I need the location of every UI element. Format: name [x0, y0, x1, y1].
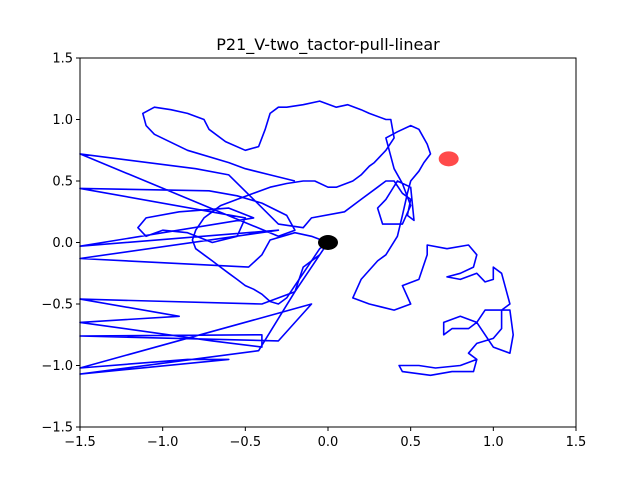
y-tick-label: 0.0: [52, 236, 73, 251]
x-tick-label: 1.5: [566, 435, 587, 450]
x-tick-label: 0.0: [318, 435, 339, 450]
target-marker: [438, 151, 459, 167]
trajectory-line: [79, 124, 515, 377]
y-tick-label: −0.5: [41, 298, 73, 313]
x-tick-label: 0.5: [400, 435, 421, 450]
x-tick-label: −1.0: [147, 435, 179, 450]
trajectory-line: [79, 242, 329, 375]
start-marker: [318, 235, 338, 250]
chart-title: P21_V-two_tactor-pull-linear: [216, 35, 440, 55]
y-tick-label: −1.5: [41, 421, 73, 436]
tick-layer: −1.5 −1.0 −0.5 0.0 0.5 1.0 1.5 −1.5 −1.0 −0.5 0.0 0…: [41, 52, 586, 451]
y-tick-label: 1.0: [52, 113, 73, 128]
x-tick-label: −1.5: [64, 435, 96, 450]
x-tick-label: 1.0: [483, 435, 504, 450]
marker-layer: [318, 151, 459, 250]
y-tick-label: 1.5: [52, 52, 73, 67]
x-tick-label: −0.5: [230, 435, 262, 450]
trajectory-layer: [79, 100, 515, 377]
y-tick-label: 0.5: [52, 175, 73, 190]
trajectory-line: [142, 100, 395, 305]
y-tick-label: −1.0: [41, 359, 73, 374]
